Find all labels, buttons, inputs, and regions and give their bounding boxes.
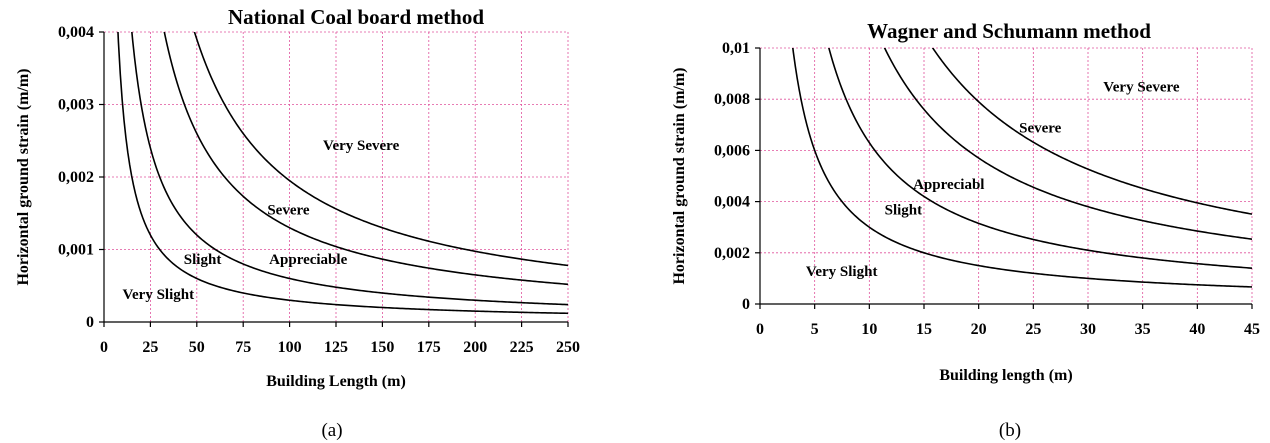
region-label: Appreciable xyxy=(269,252,347,268)
x-tick-label: 45 xyxy=(1244,321,1260,338)
region-label: Appreciabl xyxy=(913,177,984,193)
y-tick-label: 0,004 xyxy=(714,194,750,211)
y-tick-label: 0,006 xyxy=(714,142,750,159)
boundary-curve-1 xyxy=(792,48,1252,288)
boundary-curve-4 xyxy=(193,32,568,267)
y-axis-label: Horizontal ground strain (m/m) xyxy=(15,68,32,285)
x-tick-label: 10 xyxy=(861,321,877,338)
x-tick-label: 5 xyxy=(811,321,819,338)
panel-caption: (b) xyxy=(999,420,1021,441)
boundary-curve-4 xyxy=(931,48,1252,215)
y-tick-label: 0,002 xyxy=(58,169,94,186)
x-tick-label: 25 xyxy=(142,339,158,356)
x-tick-label: 200 xyxy=(463,339,487,356)
x-axis-label: Building Length (m) xyxy=(266,373,406,390)
region-label: Severe xyxy=(1019,120,1062,136)
region-label: Severe xyxy=(267,203,310,219)
boundary-curve-1 xyxy=(117,32,568,315)
x-tick-label: 0 xyxy=(756,321,764,338)
x-tick-label: 20 xyxy=(971,321,987,338)
boundary-curve-2 xyxy=(131,32,568,306)
y-tick-label: 0,002 xyxy=(714,245,750,262)
region-label: Slight xyxy=(885,202,923,218)
x-tick-label: 125 xyxy=(324,339,348,356)
x-tick-label: 250 xyxy=(556,339,580,356)
chart-b: 0 5 10 15 20 25 30 35 40 45 0 0,002 0,004 0,006 0,008 0… xyxy=(671,19,1260,441)
region-label: Very Severe xyxy=(1103,80,1180,96)
x-axis-label: Building length (m) xyxy=(939,367,1072,384)
y-tick-label: 0,001 xyxy=(58,242,94,259)
x-tick-label: 150 xyxy=(370,339,394,356)
y-tick-label: 0,01 xyxy=(722,40,750,57)
panel-caption: (a) xyxy=(321,420,342,441)
y-tick-label: 0,003 xyxy=(58,97,94,114)
region-label: Very Slight xyxy=(123,287,195,303)
y-tick-label: 0,008 xyxy=(714,91,750,108)
region-label: Very Severe xyxy=(323,138,400,154)
chart-title: National Coal board method xyxy=(228,5,484,29)
chart-title: Wagner and Schumann method xyxy=(867,19,1151,43)
boundary-curve-2 xyxy=(828,48,1252,269)
x-tick-label: 175 xyxy=(417,339,441,356)
x-tick-label: 225 xyxy=(510,339,534,356)
x-tick-label: 75 xyxy=(235,339,251,356)
region-label: Very Slight xyxy=(806,264,878,280)
x-tick-label: 15 xyxy=(916,321,932,338)
chart-a: 0 25 50 75 100 125 150 175 200 225 250 0 0,001 0,002 0… xyxy=(15,5,580,441)
y-axis-label: Horizontal ground strain (m/m) xyxy=(671,67,688,284)
boundary-curve-3 xyxy=(163,32,568,286)
x-tick-label: 50 xyxy=(189,339,205,356)
region-label: Slight xyxy=(184,252,222,268)
x-tick-label: 30 xyxy=(1080,321,1096,338)
x-tick-label: 25 xyxy=(1025,321,1041,338)
x-tick-label: 0 xyxy=(100,339,108,356)
y-tick-label: 0 xyxy=(742,296,750,313)
y-tick-label: 0,004 xyxy=(58,24,94,41)
y-tick-label: 0 xyxy=(86,314,94,331)
x-tick-label: 35 xyxy=(1135,321,1151,338)
x-tick-label: 100 xyxy=(278,339,302,356)
boundary-curve-3 xyxy=(883,48,1252,240)
x-tick-label: 40 xyxy=(1189,321,1205,338)
